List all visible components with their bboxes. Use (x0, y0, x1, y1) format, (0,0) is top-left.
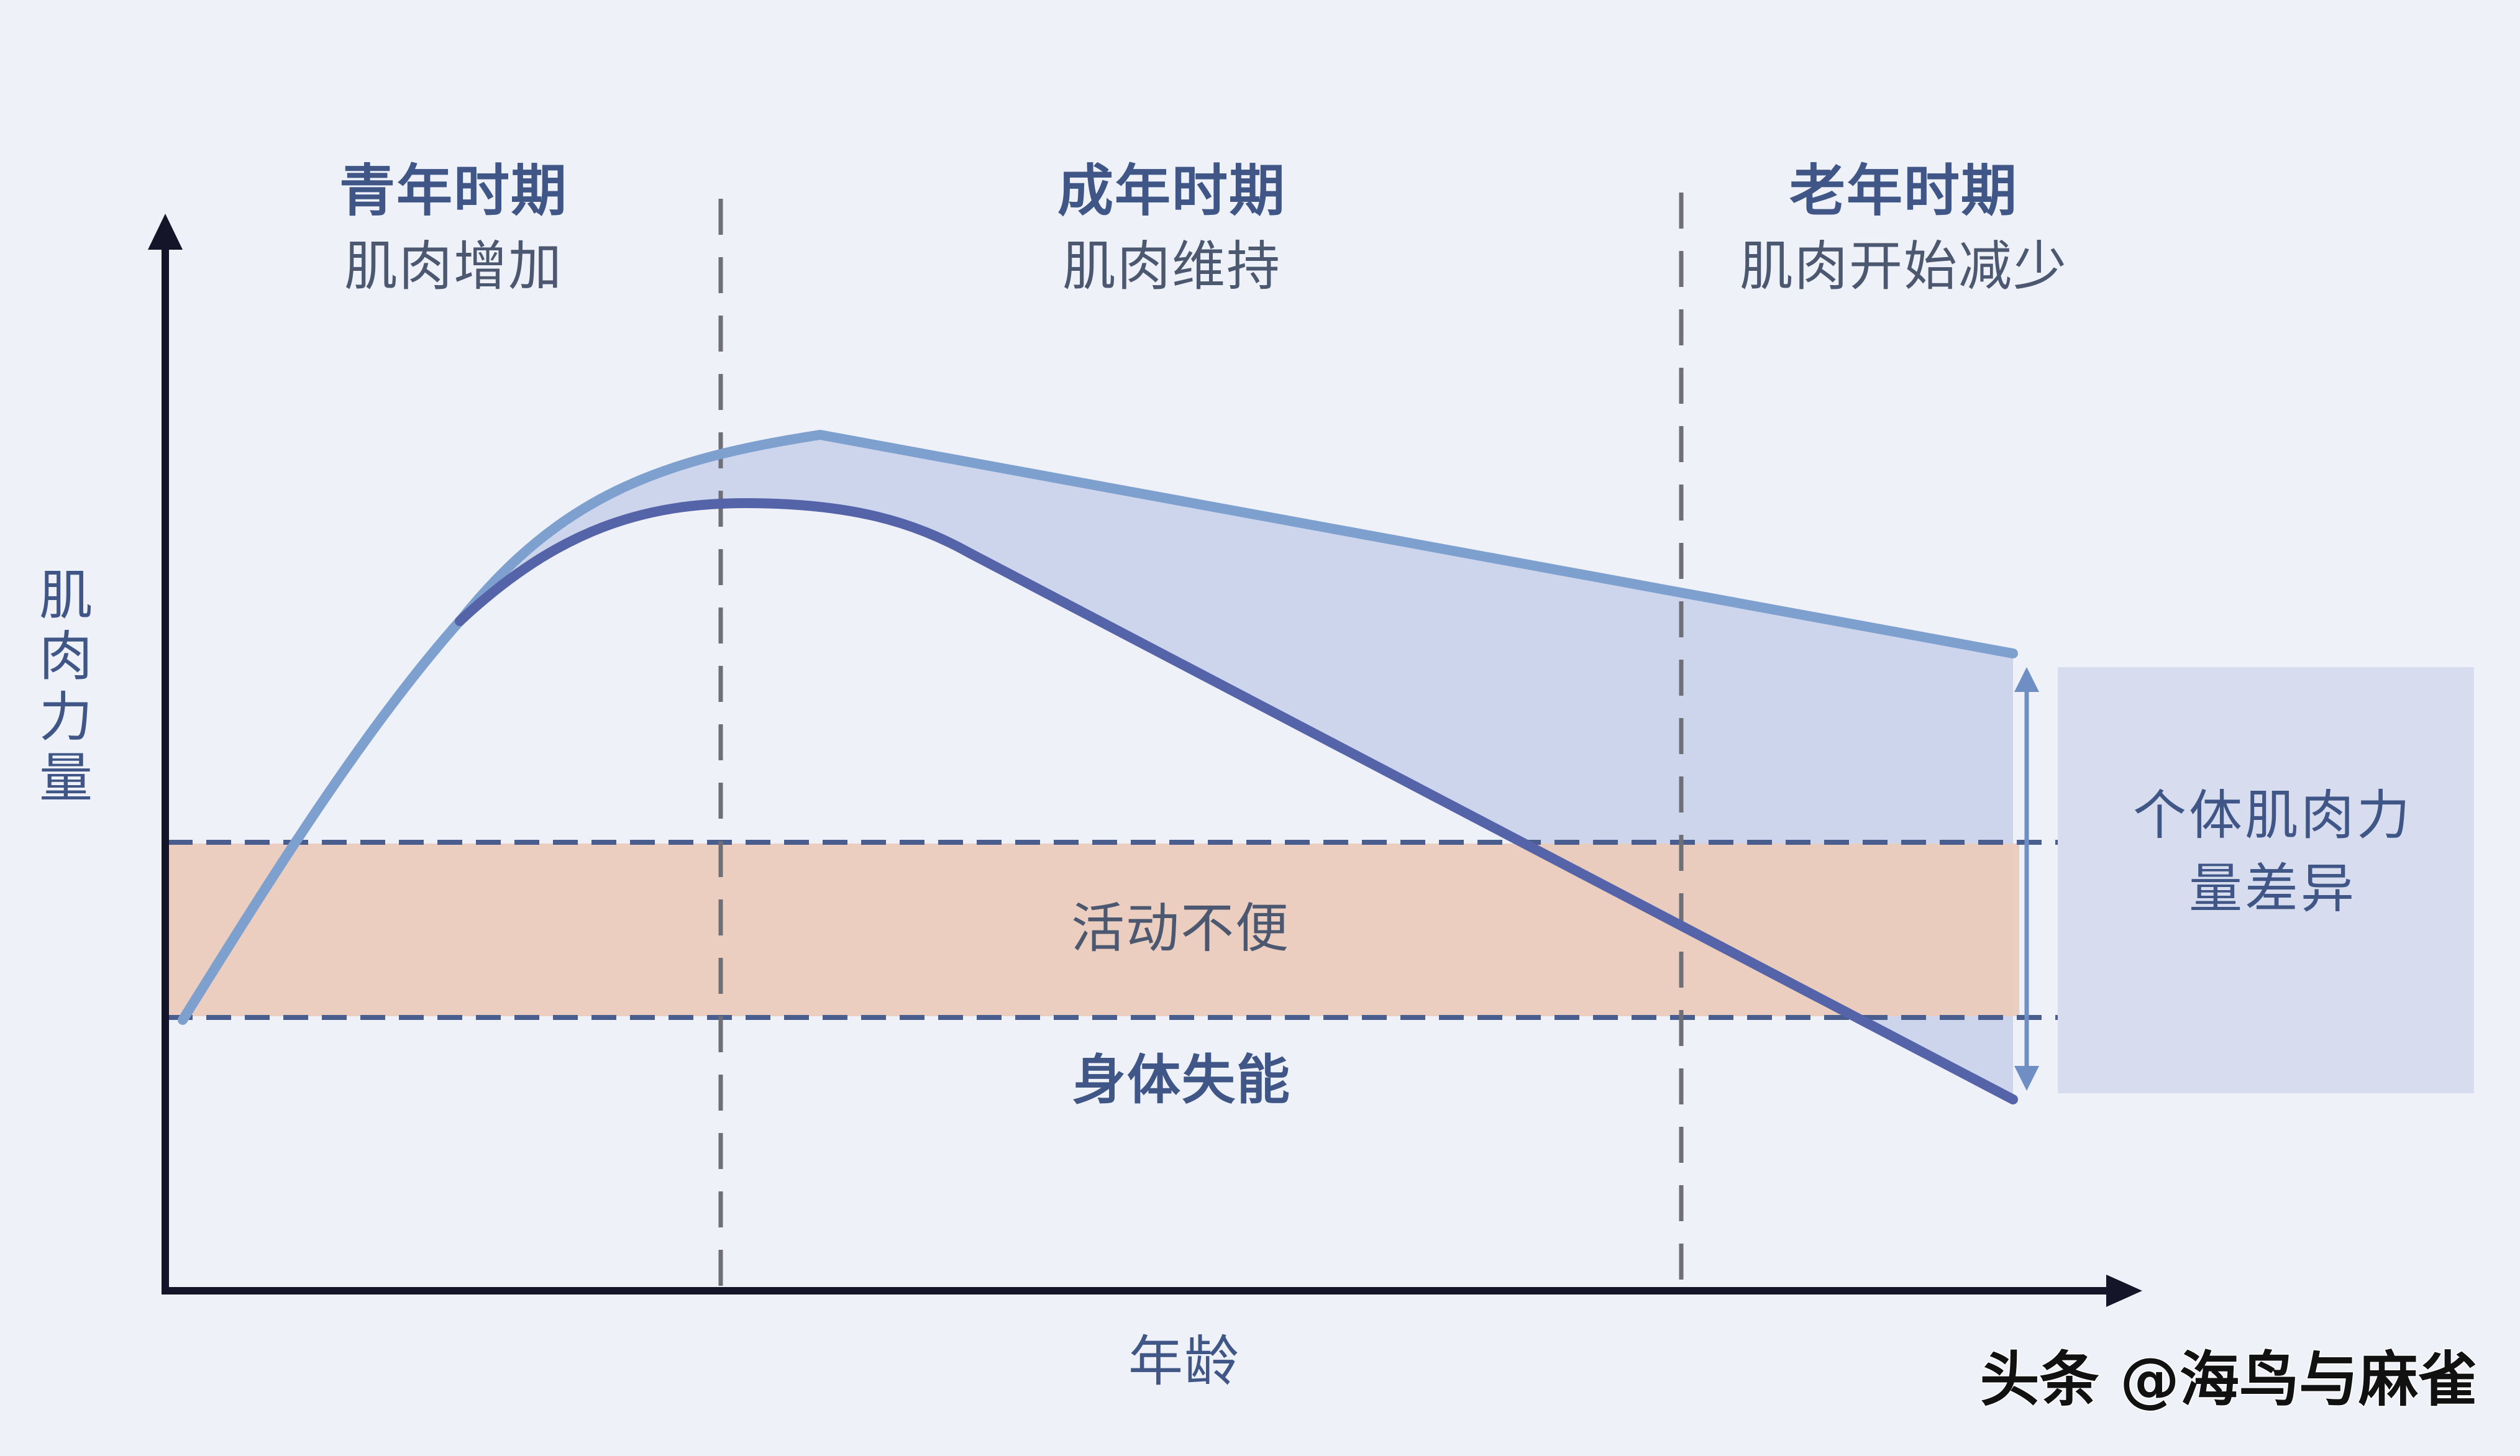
arrow-up-icon (2014, 667, 2039, 692)
inconvenience-zone-band (168, 844, 2019, 1016)
disability-zone-label: 身体失能 (1072, 1049, 1291, 1111)
x-axis-arrow-icon (2106, 1275, 2142, 1307)
difference-box-text-line-1: 个体肌肉力 (2133, 785, 2413, 847)
lower-muscle-strength-curve (455, 498, 2018, 1104)
y-axis-label-char: 肌 (39, 565, 93, 627)
stage-senior-subtitle: 肌肉开始减少 (1740, 235, 2068, 298)
stage-youth-title: 青年时期 (339, 158, 568, 224)
y-axis-label-char: 力 (39, 686, 93, 748)
watermark-text: 头条 @海鸟与麻雀 (1980, 1345, 2478, 1414)
y-axis-label-char: 肉 (39, 626, 93, 688)
stage-adult-subtitle: 肌肉维持 (1062, 235, 1281, 298)
arrow-down-icon (2014, 1066, 2039, 1091)
x-axis-label: 年龄 (1128, 1329, 1240, 1393)
inconvenience-zone-label: 活动不便 (1071, 898, 1290, 960)
y-axis-label-char: 量 (39, 747, 93, 809)
stage-youth-subtitle: 肌肉增加 (344, 235, 563, 298)
stage-senior-title: 老年时期 (1789, 158, 2018, 224)
difference-box-text-line-2: 量差异 (2189, 858, 2357, 920)
stage-adult-title: 成年时期 (1057, 158, 1286, 224)
y-axis-arrow-icon (148, 214, 183, 250)
strength-difference-box (2058, 667, 2474, 1093)
